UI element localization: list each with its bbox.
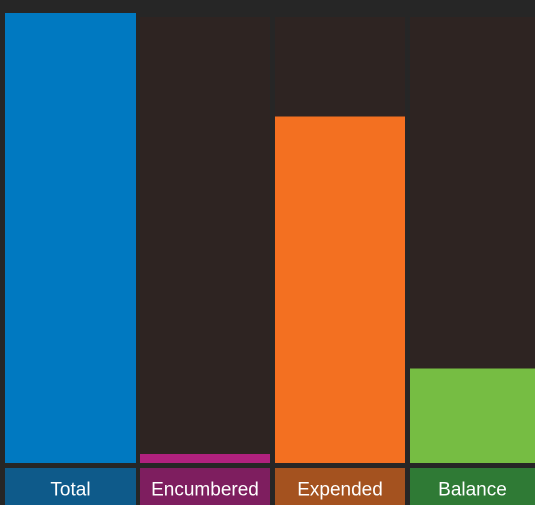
category-label: Balance (438, 480, 507, 501)
bar-track (140, 17, 270, 463)
bar (140, 454, 270, 463)
label-box (410, 468, 535, 505)
category-label: Total (50, 480, 90, 501)
category-label: Encumbered (151, 480, 259, 501)
bar (275, 116, 405, 463)
bar (5, 13, 136, 463)
category-label: Expended (297, 480, 383, 501)
label-box (5, 468, 136, 505)
label-box (140, 468, 270, 505)
bar (410, 368, 535, 463)
label-box (275, 468, 405, 505)
